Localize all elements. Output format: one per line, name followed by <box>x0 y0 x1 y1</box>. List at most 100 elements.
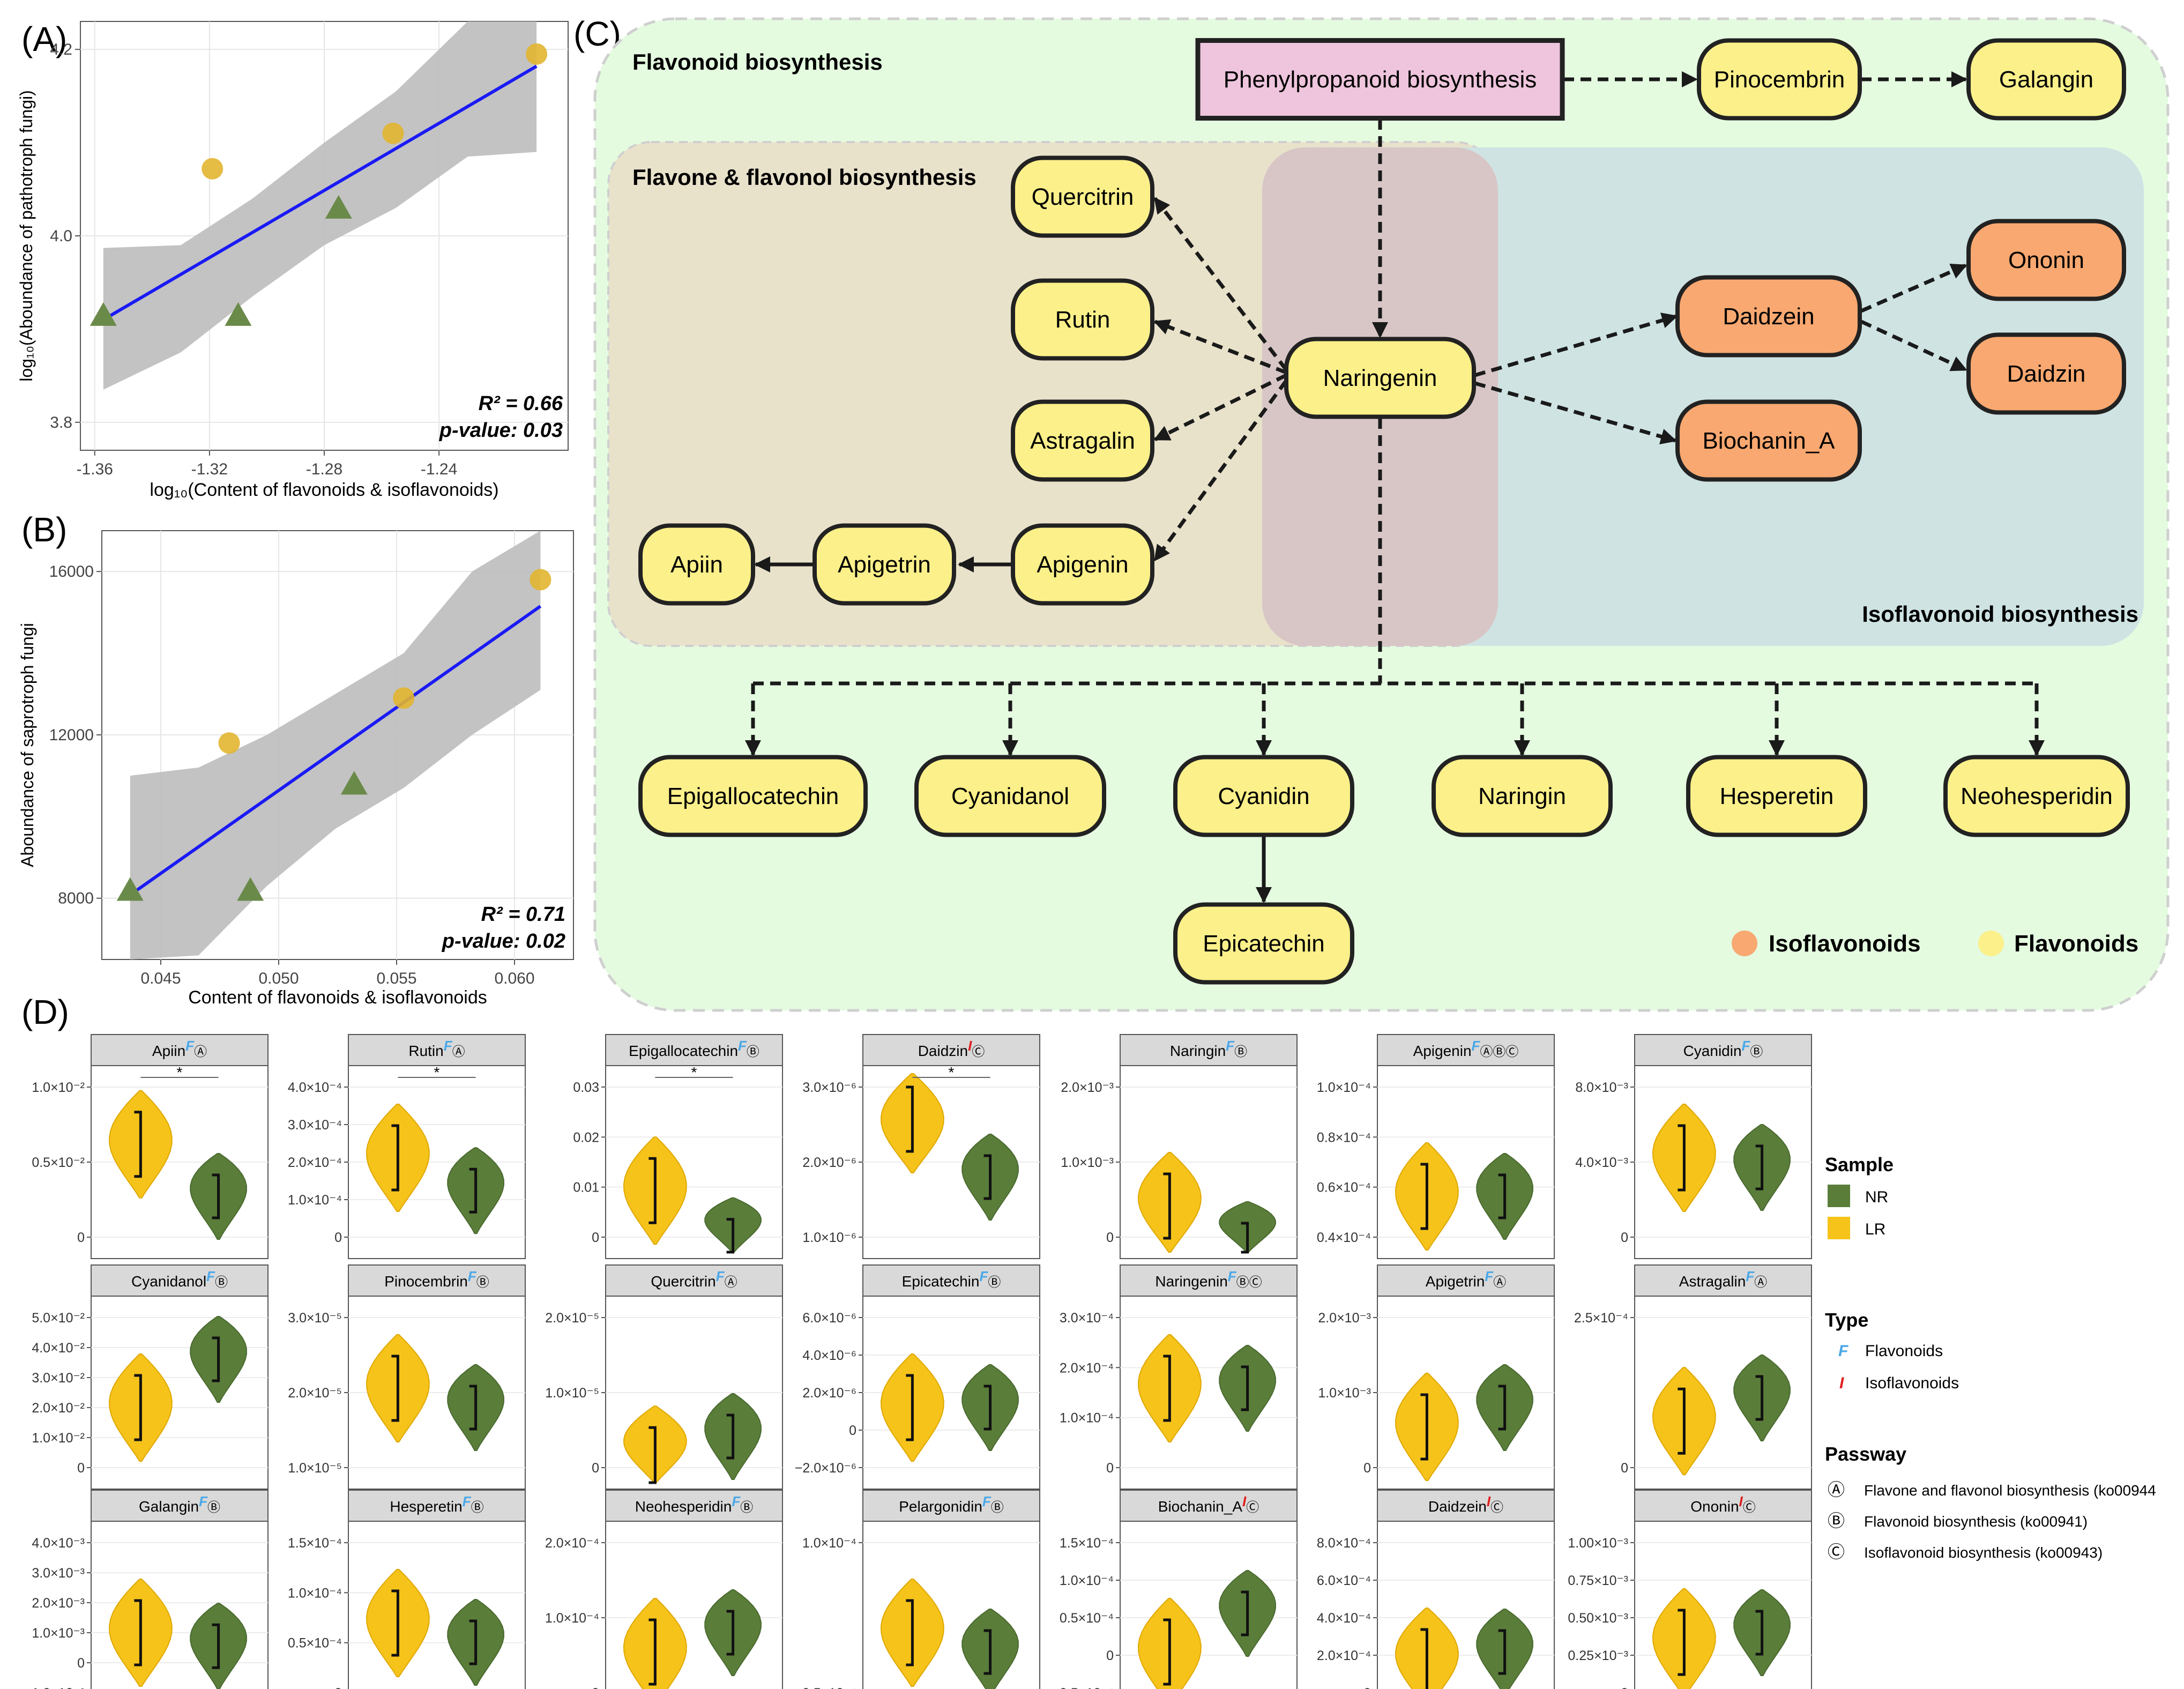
node-box <box>1011 399 1154 482</box>
strip-title: NaringinFⒷ <box>1170 1038 1247 1059</box>
node-label: Apiin <box>670 552 723 578</box>
error-bar-lr <box>391 1124 399 1192</box>
error-bar-lr <box>906 1374 914 1441</box>
node-hesperetin: Hesperetin <box>1686 755 1867 837</box>
node-label: Biochanin_A <box>1702 428 1835 454</box>
data-point-nr <box>237 877 264 901</box>
legend-label-lr: LR <box>1865 1221 1885 1238</box>
y-tick-label: 0 <box>77 1461 85 1476</box>
y-tick-label: 0 <box>1106 1648 1114 1663</box>
y-tick-label: 0 <box>592 1230 599 1245</box>
node-galangin: Galangin <box>1966 38 2126 121</box>
error-bar-lr <box>1678 1124 1686 1192</box>
node-label: Rutin <box>1055 307 1110 333</box>
y-tick-label: 1.0×10⁻³ <box>1061 1155 1114 1170</box>
error-bar-lr <box>906 1599 914 1666</box>
compound-name: Cyanidin <box>1683 1043 1742 1059</box>
node-quercitrin: Quercitrin <box>1011 155 1154 238</box>
type-symbol: F <box>979 1268 988 1284</box>
x-axis-label: Content of flavonoids & isoflavonoids <box>188 987 487 1008</box>
pathway-edge <box>1153 379 1288 562</box>
node-epicatechin: Epicatechin <box>1173 902 1354 985</box>
y-tick-label: 0.50×10⁻³ <box>1568 1611 1628 1626</box>
y-tick-label: 3.0×10⁻⁴ <box>1060 1311 1114 1326</box>
node-label: Apigenin <box>1037 552 1128 578</box>
strip-header <box>348 1490 526 1522</box>
type-symbol: F <box>982 1493 992 1509</box>
node-pinocembrin: Pinocembrin <box>1697 38 1862 121</box>
y-tick-label: 1.0×10⁻⁴ <box>802 1536 856 1551</box>
pathway-symbols: Ⓑ <box>988 1275 1001 1290</box>
y-tick-label: 4.0×10⁻² <box>32 1341 85 1356</box>
node-label: Neohesperidin <box>1961 783 2113 809</box>
compound-name: Apiin <box>152 1043 185 1059</box>
error-bar-nr <box>1241 1365 1249 1411</box>
node-label: Naringin <box>1478 783 1566 809</box>
strip-title: AstragalinFⒶ <box>1679 1268 1767 1290</box>
node-daidzin: Daidzin <box>1966 332 2126 415</box>
error-bar-nr <box>983 1385 992 1431</box>
y-tick-label: 1.0×10⁻⁴ <box>1060 1573 1114 1588</box>
node-rutin: Rutin <box>1011 278 1154 361</box>
type-symbol: I <box>968 1038 972 1054</box>
plot-frame <box>1377 1065 1555 1259</box>
pathway-symbols: ⒷⒸ <box>1236 1275 1262 1290</box>
y-tick-label: 0.5×10⁻⁴ <box>288 1636 342 1651</box>
node-label: Ononin <box>2008 247 2084 273</box>
compound-name: Rutin <box>408 1043 443 1059</box>
error-bar-lr <box>1420 1163 1428 1230</box>
data-point-nr <box>116 877 144 901</box>
y-tick-label: 2.0×10⁻³ <box>1318 1311 1371 1326</box>
node-label: Astragalin <box>1030 428 1135 454</box>
strip-header <box>1120 1490 1298 1522</box>
strip-title: NeohesperidinFⒷ <box>635 1493 753 1515</box>
y-tick-label: 0 <box>849 1423 856 1438</box>
type-symbol: F <box>1746 1268 1755 1284</box>
y-tick-label: 1.5×10⁻⁴ <box>1060 1536 1114 1551</box>
significance-star: * <box>434 1064 440 1081</box>
node-label: Cyanidin <box>1218 783 1309 809</box>
y-tick-label: 1.00×10⁻³ <box>1568 1536 1628 1551</box>
y-tick-label: 4.0×10⁻³ <box>32 1536 85 1551</box>
violin-panel: OnoninIⒸ 1.00×10⁻³ 0.75×10⁻³ 0.50×10⁻³ 0.25×… <box>1568 1490 1812 1689</box>
y-tick-label: 5.0×10⁻² <box>32 1311 85 1326</box>
node-daidzein: Daidzein <box>1675 275 1862 358</box>
error-bar-lr <box>1163 1618 1171 1686</box>
y-tick-label: 0 <box>1363 1686 1371 1689</box>
y-tick-label: 1.0×10⁻⁴ <box>288 1193 342 1208</box>
y-tick-label: 0 <box>1363 1461 1371 1476</box>
strip-header <box>605 1264 783 1297</box>
error-bar-nr <box>983 1629 992 1675</box>
y-tick-label: 0.75×10⁻³ <box>1568 1573 1628 1588</box>
y-tick-label: 1.0×10⁻³ <box>1318 1386 1371 1401</box>
type-symbol: F <box>444 1038 453 1054</box>
node-box <box>1697 38 1862 121</box>
region-title-flavonoid: Flavonoid biosynthesis <box>632 49 883 75</box>
y-tick-label: 3.0×10⁻⁵ <box>288 1311 342 1326</box>
strip-header <box>1634 1264 1812 1297</box>
pathway-edge <box>1153 373 1287 442</box>
node-label: Pinocembrin <box>1714 66 1845 93</box>
node-box <box>1011 278 1154 361</box>
violin-panel: DaidzinIⒸ 3.0×10⁻⁶ 2.0×10⁻⁶ 1.0×10⁻⁶ * <box>802 1034 1040 1259</box>
pathway-symbols: Ⓒ <box>972 1045 985 1059</box>
compound-name: Pelargonidin <box>899 1498 982 1515</box>
data-point-nr <box>90 302 117 326</box>
legend-pathway-label: Flavone and flavonol biosynthesis (ko009… <box>1864 1482 2156 1499</box>
compound-name: Naringenin <box>1155 1273 1227 1290</box>
type-symbol: I <box>1487 1493 1491 1509</box>
legend-passway-title: Passway <box>1825 1443 1906 1465</box>
strip-header <box>348 1264 526 1297</box>
pathway-symbols: Ⓒ <box>1246 1500 1259 1515</box>
error-bar-nr <box>1498 1385 1507 1431</box>
data-point-lr <box>218 732 240 754</box>
type-symbol: F <box>1485 1268 1494 1284</box>
x-tick-label: 0.060 <box>494 970 534 987</box>
significance-star: * <box>177 1064 183 1081</box>
violin-panel: NaringeninFⒷⒸ 3.0×10⁻⁴ 2.0×10⁻⁴ 1.0×10⁻⁴ 0 <box>1060 1264 1298 1490</box>
strip-header <box>1120 1264 1298 1297</box>
y-tick-label: 2.0×10⁻⁵ <box>288 1386 342 1401</box>
strip-title: DaidzinIⒸ <box>918 1038 985 1059</box>
y-tick-label: 3.0×10⁻³ <box>32 1566 85 1581</box>
y-tick-label: −1.0×10⁻³ <box>24 1686 85 1689</box>
